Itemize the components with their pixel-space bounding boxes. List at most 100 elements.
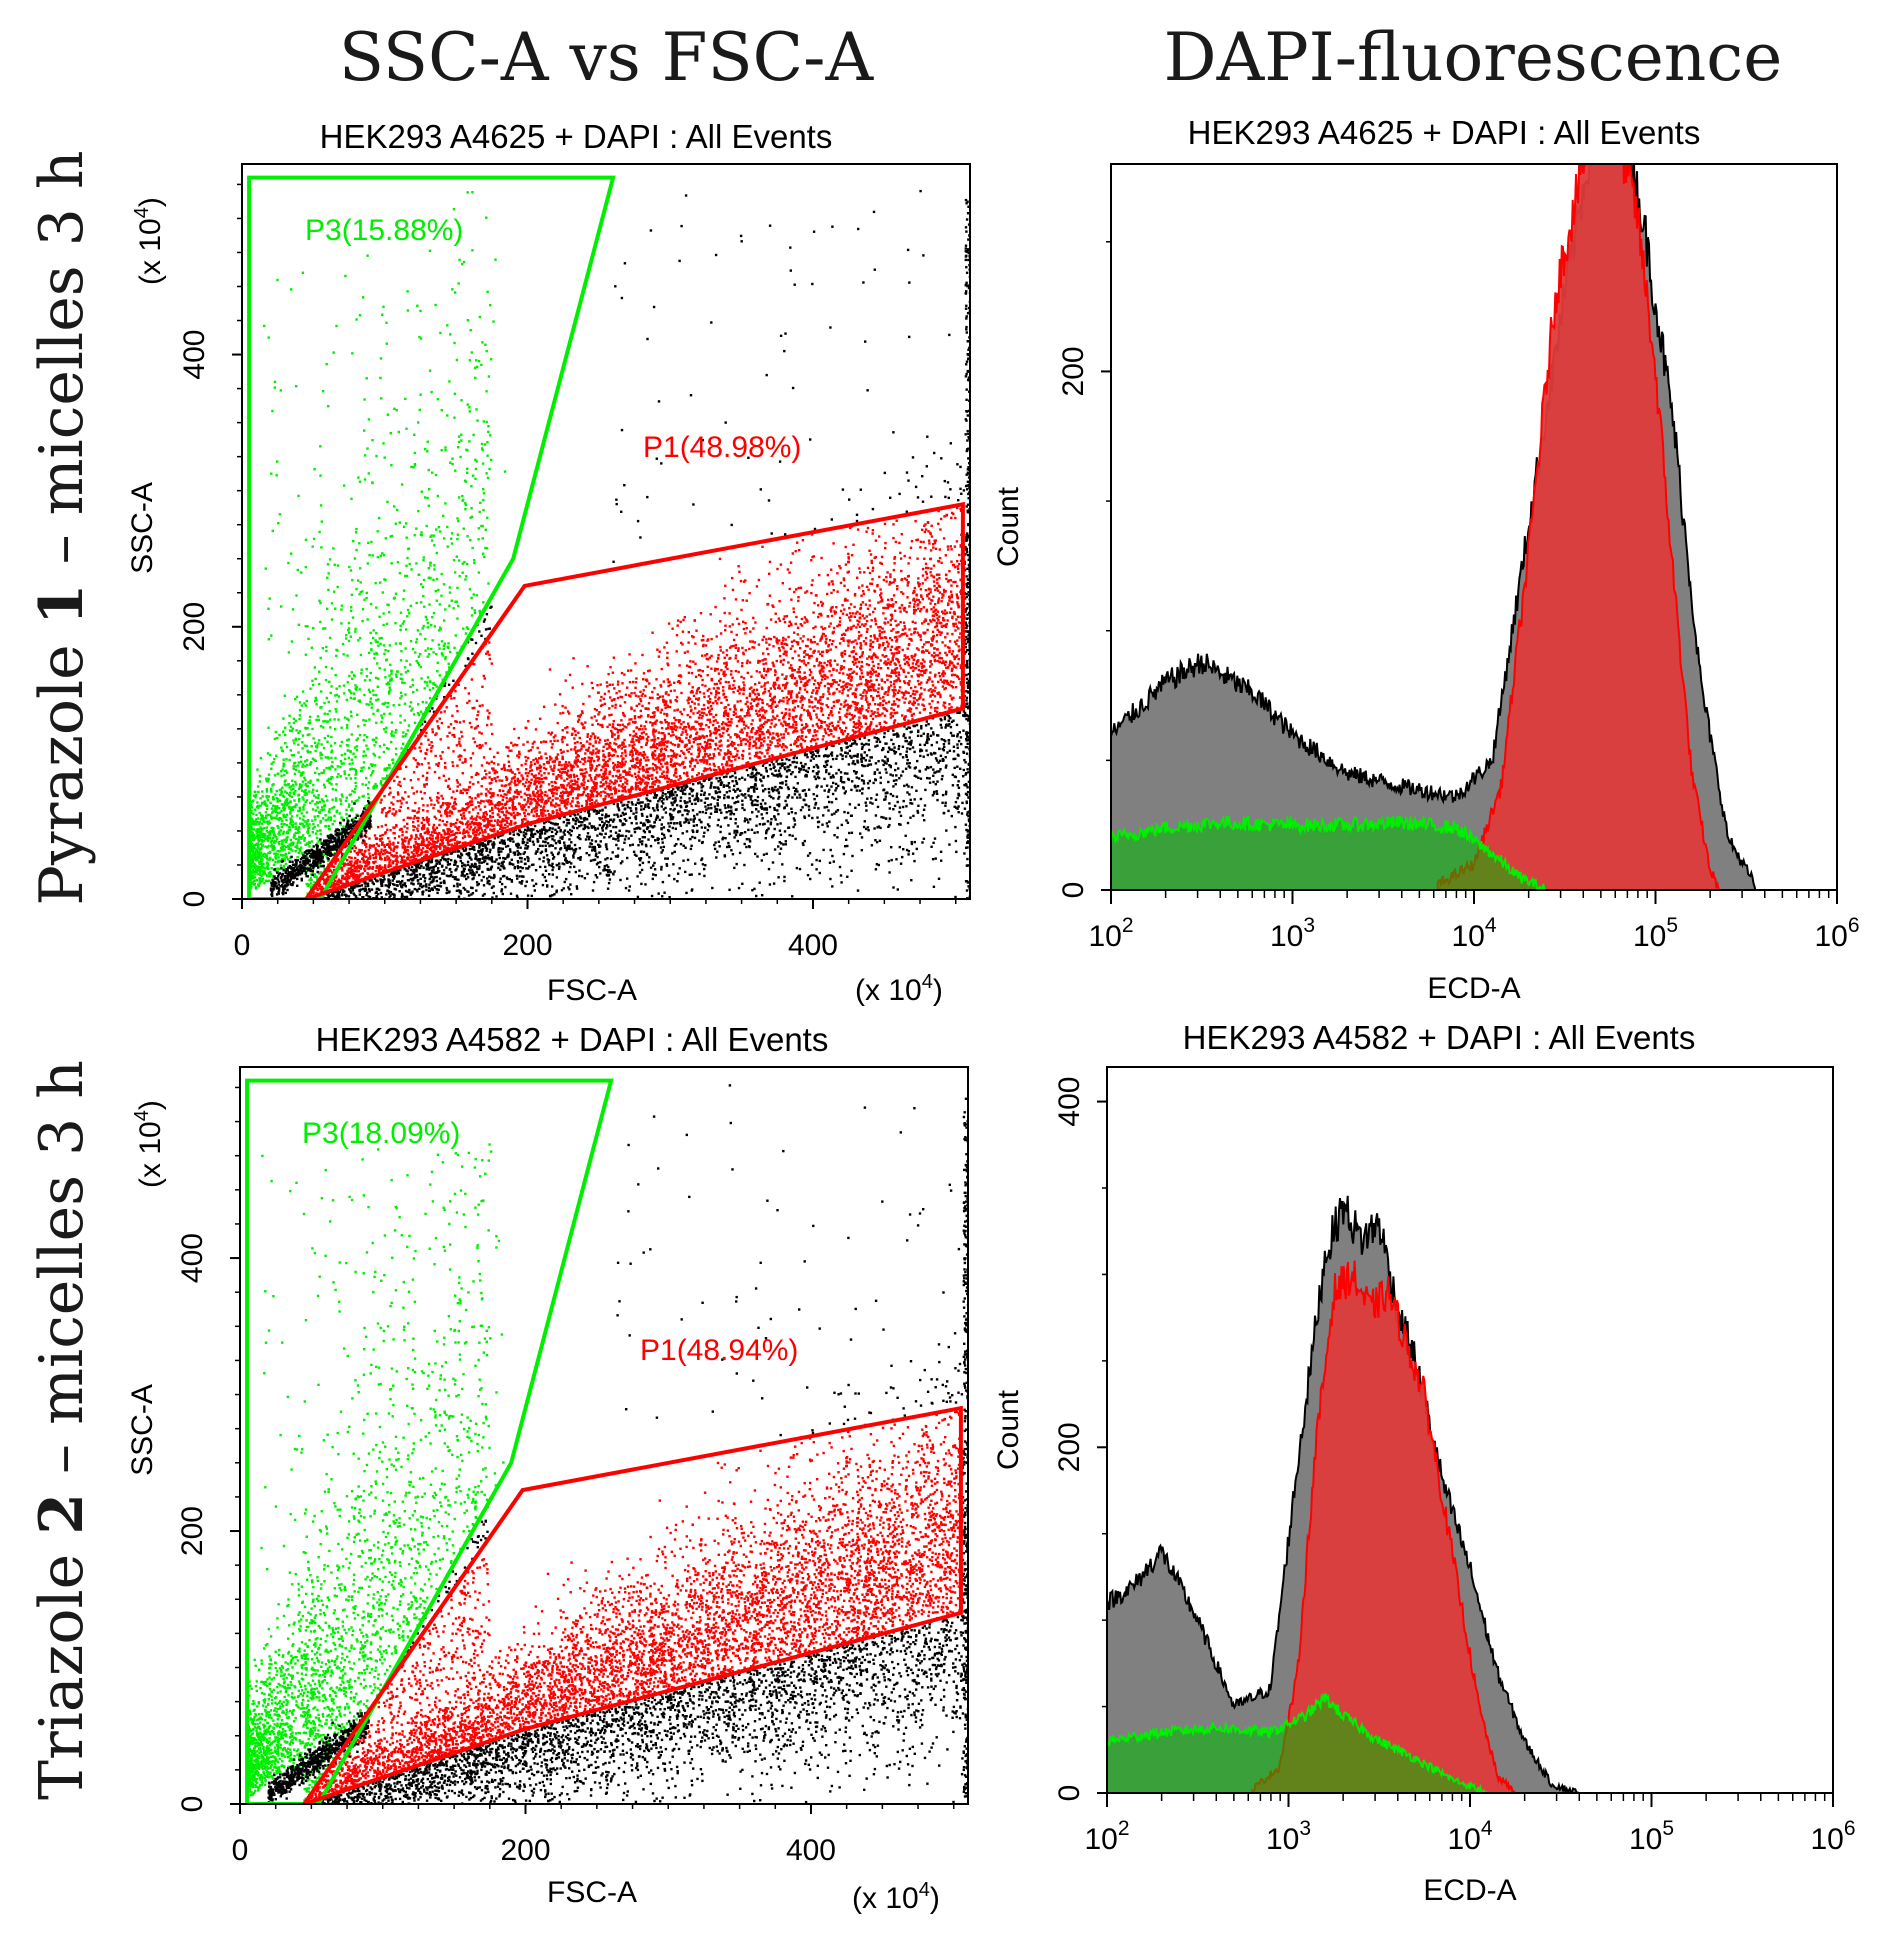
event-dot — [868, 599, 871, 602]
event-dot — [687, 725, 690, 728]
event-dot — [954, 516, 957, 520]
event-dot — [506, 754, 510, 758]
event-dot — [680, 641, 683, 645]
event-dot — [529, 781, 533, 785]
event-dot — [672, 727, 675, 730]
event-dot — [698, 673, 701, 677]
event-dot — [636, 785, 640, 788]
event-dot — [896, 732, 899, 735]
event-dot — [935, 792, 939, 795]
event-dot — [885, 654, 888, 658]
event-dot — [836, 809, 840, 812]
event-dot — [776, 735, 780, 738]
event-dot — [828, 625, 831, 628]
event-dot — [576, 765, 579, 768]
event-dot — [920, 734, 923, 738]
event-dot — [667, 684, 670, 688]
event-dot — [378, 838, 382, 841]
event-dot — [895, 774, 898, 777]
event-dot — [614, 763, 617, 767]
event-dot — [548, 796, 552, 800]
event-dot — [489, 796, 493, 799]
event-dot — [346, 871, 349, 875]
event-dot — [725, 713, 728, 717]
event-dot — [497, 847, 501, 850]
event-dot — [723, 816, 727, 820]
event-dot — [649, 746, 653, 749]
event-dot — [936, 659, 939, 663]
event-dot — [590, 802, 594, 805]
event-dot — [594, 828, 597, 831]
event-dot — [583, 757, 587, 760]
event-dot — [423, 855, 426, 858]
event-dot — [927, 689, 930, 692]
event-dot — [889, 713, 892, 716]
event-dot — [820, 614, 823, 617]
event-dot — [601, 825, 604, 828]
event-dot — [657, 731, 660, 734]
event-dot — [618, 784, 621, 787]
event-dot — [466, 860, 470, 864]
event-dot — [368, 844, 372, 847]
event-dot — [952, 750, 956, 753]
event-dot — [503, 784, 506, 788]
event-dot — [440, 836, 443, 839]
event-dot — [449, 867, 452, 871]
event-dot — [478, 858, 481, 862]
event-dot — [701, 654, 704, 657]
event-dot — [559, 794, 562, 798]
event-dot — [963, 597, 967, 600]
event-dot — [852, 646, 856, 649]
event-dot — [788, 708, 791, 711]
event-dot — [478, 824, 481, 827]
event-dot — [592, 845, 596, 849]
event-dot — [858, 709, 862, 712]
event-dot — [869, 763, 873, 766]
event-dot — [835, 726, 838, 729]
event-dot — [800, 706, 804, 709]
event-dot — [597, 811, 600, 814]
event-dot — [640, 812, 644, 816]
event-dot — [371, 867, 374, 870]
event-dot — [565, 763, 568, 766]
event-dot — [607, 814, 610, 818]
event-dot — [547, 772, 550, 775]
event-dot — [956, 735, 959, 738]
event-dot — [682, 708, 686, 711]
event-dot — [880, 631, 884, 634]
event-dot — [714, 742, 717, 746]
event-dot — [558, 865, 561, 868]
event-dot — [621, 711, 625, 715]
event-dot — [783, 767, 787, 771]
event-dot — [755, 755, 759, 758]
event-dot — [760, 674, 763, 677]
event-dot — [430, 799, 433, 802]
event-dot — [848, 683, 851, 686]
event-dot — [891, 659, 894, 662]
event-dot — [863, 617, 866, 620]
event-dot — [835, 757, 838, 760]
event-dot — [621, 762, 624, 765]
event-dot — [791, 716, 795, 719]
event-dot — [375, 849, 378, 852]
event-dot — [938, 556, 942, 560]
event-dot — [766, 703, 769, 706]
event-dot — [510, 780, 513, 783]
event-dot — [521, 866, 524, 870]
event-dot — [866, 657, 869, 660]
event-dot — [755, 808, 758, 811]
event-dot — [904, 697, 907, 700]
event-dot — [812, 651, 815, 654]
event-dot — [418, 887, 421, 890]
event-dot — [494, 769, 497, 772]
event-dot — [742, 794, 745, 797]
event-dot — [570, 766, 574, 769]
event-dot — [837, 683, 840, 687]
event-dot — [873, 670, 876, 674]
event-dot — [595, 852, 598, 855]
event-dot — [705, 657, 708, 661]
event-dot — [582, 762, 585, 766]
event-dot — [759, 802, 763, 806]
event-dot — [530, 863, 534, 867]
event-dot — [447, 832, 451, 836]
